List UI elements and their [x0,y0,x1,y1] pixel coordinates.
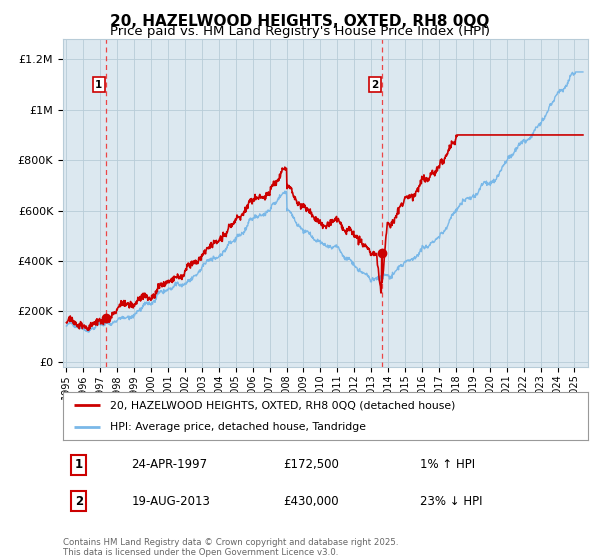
Text: 1% ↑ HPI: 1% ↑ HPI [420,458,475,472]
Text: Contains HM Land Registry data © Crown copyright and database right 2025.
This d: Contains HM Land Registry data © Crown c… [63,538,398,557]
Text: HPI: Average price, detached house, Tandridge: HPI: Average price, detached house, Tand… [110,422,366,432]
Text: 1: 1 [95,80,103,90]
Text: 23% ↓ HPI: 23% ↓ HPI [420,494,482,508]
Text: 20, HAZELWOOD HEIGHTS, OXTED, RH8 0QQ (detached house): 20, HAZELWOOD HEIGHTS, OXTED, RH8 0QQ (d… [110,400,455,410]
Text: £430,000: £430,000 [284,494,339,508]
Text: 2: 2 [74,494,83,508]
Text: Price paid vs. HM Land Registry's House Price Index (HPI): Price paid vs. HM Land Registry's House … [110,25,490,38]
Text: 1: 1 [74,458,83,472]
Text: 24-APR-1997: 24-APR-1997 [131,458,208,472]
Text: 19-AUG-2013: 19-AUG-2013 [131,494,210,508]
Text: 20, HAZELWOOD HEIGHTS, OXTED, RH8 0QQ: 20, HAZELWOOD HEIGHTS, OXTED, RH8 0QQ [110,14,490,29]
Text: 2: 2 [371,80,379,90]
Text: £172,500: £172,500 [284,458,340,472]
